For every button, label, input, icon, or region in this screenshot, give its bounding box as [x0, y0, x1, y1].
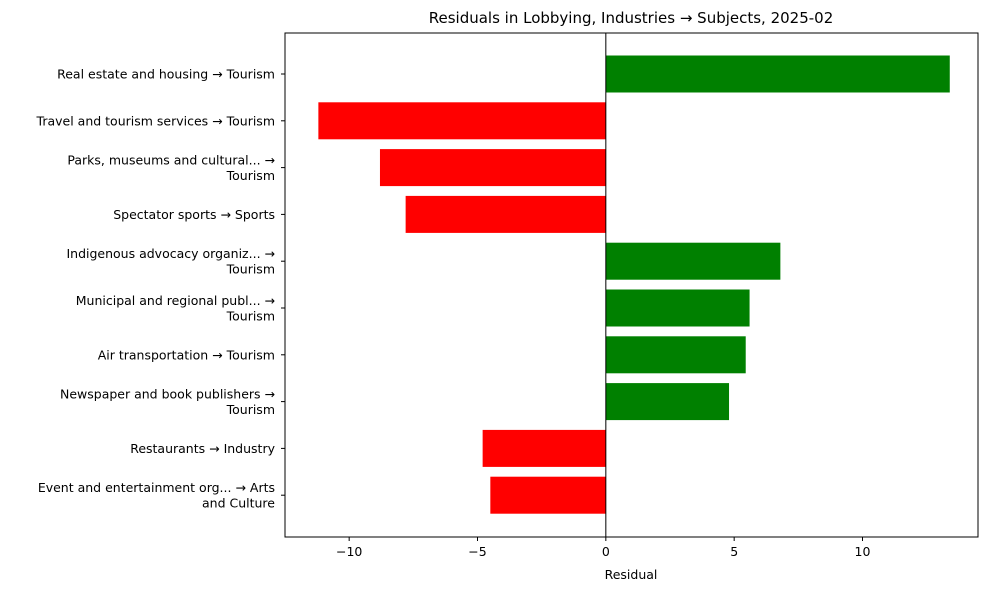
- y-tick-label-line: Restaurants → Industry: [130, 441, 275, 456]
- chart-title: Residuals in Lobbying, Industries → Subj…: [429, 9, 834, 27]
- x-tick-label: 0: [602, 544, 610, 559]
- bar-2: [318, 102, 606, 140]
- y-tick-label: Parks, museums and cultural... → Tourism: [67, 152, 275, 183]
- y-tick-label-line: Spectator sports → Sports: [113, 207, 275, 222]
- y-tick-label-line: Real estate and housing → Tourism: [57, 67, 275, 82]
- bar-6: [605, 289, 750, 327]
- bar-3: [379, 149, 606, 187]
- y-tick-label: Indigenous advocacy organiz... → Tourism: [66, 246, 275, 277]
- y-tick-label-line: Air transportation → Tourism: [98, 347, 275, 362]
- y-axis: Real estate and housing → Tourism Travel …: [36, 67, 285, 511]
- x-axis: −10 −5 0 5 10: [336, 537, 871, 559]
- y-tick-label: Air transportation → Tourism: [98, 347, 275, 362]
- y-tick-label-line: Tourism: [226, 402, 275, 417]
- y-tick-label: Newspaper and book publishers → Tourism: [60, 386, 275, 417]
- y-tick-label-line: Tourism: [226, 308, 275, 323]
- y-tick-label: Real estate and housing → Tourism: [57, 67, 275, 82]
- bar-5: [605, 242, 781, 280]
- bar-9: [482, 429, 606, 467]
- y-tick-label: Spectator sports → Sports: [113, 207, 275, 222]
- y-tick-label-line: and Culture: [202, 495, 275, 510]
- y-tick-label-line: Tourism: [226, 168, 275, 183]
- y-tick-label-line: Event and entertainment org... → Arts: [38, 480, 275, 495]
- bar-4: [405, 195, 606, 233]
- bar-7: [605, 336, 746, 374]
- y-tick-label-line: Tourism: [226, 261, 275, 276]
- bar-8: [605, 383, 730, 421]
- x-tick-label: 10: [855, 544, 871, 559]
- y-tick-label: Travel and tourism services → Tourism: [36, 113, 275, 128]
- x-tick-label: −10: [336, 544, 362, 559]
- y-tick-label: Event and entertainment org... → Arts and…: [38, 480, 275, 511]
- bar-1: [605, 55, 950, 93]
- bars-layer: [318, 55, 950, 514]
- y-tick-label-line: Municipal and regional publ... →: [76, 293, 275, 308]
- y-tick-label-line: Travel and tourism services → Tourism: [36, 113, 275, 128]
- y-tick-label: Restaurants → Industry: [130, 441, 275, 456]
- y-tick-label-line: Parks, museums and cultural... →: [67, 152, 275, 167]
- y-tick-label-line: Indigenous advocacy organiz... →: [66, 246, 275, 261]
- bar-10: [490, 476, 606, 514]
- y-tick-label-line: Newspaper and book publishers →: [60, 386, 275, 401]
- x-tick-label: −5: [468, 544, 486, 559]
- plot-frame: [284, 32, 979, 538]
- x-axis-label: Residual: [605, 567, 658, 582]
- y-tick-label: Municipal and regional publ... → Tourism: [76, 293, 275, 324]
- x-tick-label: 5: [730, 544, 738, 559]
